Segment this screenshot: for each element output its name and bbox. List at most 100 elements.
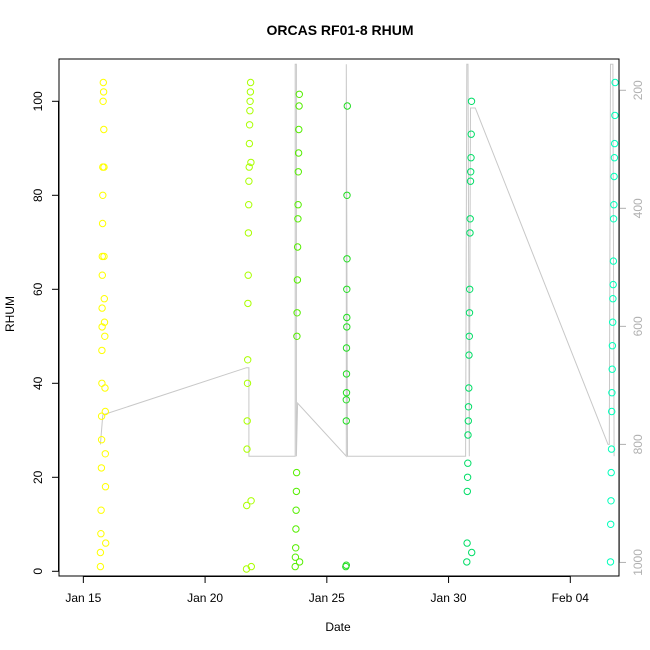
data-point: [97, 436, 106, 444]
data-point: [465, 332, 473, 340]
data-point: [243, 417, 251, 425]
y-tick-label: 20: [31, 470, 45, 484]
y2-tick-label: 200: [631, 80, 645, 100]
data-point: [608, 407, 616, 416]
x-tick-label: Jan 20: [187, 591, 223, 605]
data-point: [608, 342, 617, 350]
data-point: [343, 102, 351, 110]
data-point: [293, 243, 302, 251]
data-point: [292, 487, 301, 496]
data-point: [292, 506, 300, 514]
data-point: [608, 365, 616, 373]
data-point: [99, 88, 108, 96]
data-point: [291, 553, 300, 561]
data-point: [100, 125, 108, 134]
data-point: [343, 323, 351, 331]
data-point: [97, 506, 105, 514]
pressure-trace-line: [99, 63, 615, 458]
data-point: [465, 384, 473, 392]
data-point: [463, 558, 471, 566]
x-tick-label: Jan 15: [65, 591, 101, 605]
data-point: [467, 130, 475, 138]
data-point: [466, 215, 474, 223]
data-point: [100, 295, 109, 303]
data-point: [611, 78, 619, 87]
data-point: [609, 295, 617, 303]
data-point: [342, 396, 350, 404]
data-point: [610, 154, 619, 162]
data-point: [291, 562, 299, 571]
data-point: [294, 149, 303, 157]
data-point: [101, 384, 109, 392]
data-point: [243, 379, 252, 387]
data-point: [98, 271, 107, 279]
data-point: [101, 407, 110, 416]
data-point: [466, 229, 474, 237]
data-point: [247, 497, 255, 505]
data-point: [607, 520, 615, 528]
data-point: [294, 215, 302, 223]
y2-tick-label: 600: [631, 316, 645, 336]
data-point: [98, 346, 106, 355]
data-point: [99, 191, 107, 200]
data-point: [98, 379, 106, 387]
data-point: [292, 544, 300, 552]
data-point: [295, 558, 304, 566]
data-point: [342, 344, 351, 352]
data-point: [246, 88, 255, 96]
pressure-trace: [99, 63, 615, 458]
data-point: [99, 78, 108, 87]
data-point: [607, 468, 615, 477]
data-point: [245, 121, 254, 129]
data-point: [246, 97, 254, 106]
data-point: [97, 412, 106, 420]
data-point: [607, 497, 615, 505]
data-point: [464, 403, 473, 411]
data-point: [343, 255, 351, 263]
data-point: [342, 417, 350, 425]
x-tick-label: Feb 04: [552, 591, 590, 605]
data-point: [101, 332, 109, 340]
data-point: [293, 309, 301, 317]
data-point: [245, 201, 253, 209]
data-point: [100, 252, 108, 261]
data-point: [99, 97, 107, 106]
data-point: [100, 318, 109, 326]
data-point: [96, 548, 105, 557]
data-point: [101, 450, 110, 458]
data-point: [343, 191, 351, 200]
data-point: [608, 389, 616, 397]
data-point: [245, 177, 253, 185]
data-point: [343, 285, 351, 293]
y2-tick-label: 800: [631, 434, 645, 454]
y-tick-label: 60: [31, 282, 45, 296]
data-point: [293, 276, 302, 284]
data-point: [244, 299, 252, 308]
data-point: [295, 102, 303, 110]
data-point: [610, 172, 618, 181]
x-axis-label: Date: [325, 620, 351, 634]
data-point: [244, 229, 253, 237]
data-point: [294, 201, 302, 209]
data-point: [293, 332, 301, 340]
data-point: [98, 219, 107, 228]
data-point: [98, 304, 106, 312]
data-point: [609, 280, 617, 289]
data-point: [465, 351, 473, 359]
data-point: [464, 417, 472, 425]
data-point: [295, 125, 303, 134]
data-point: [610, 139, 619, 148]
data-point: [609, 318, 617, 326]
data-point: [243, 501, 251, 510]
x-tick-label: Jan 30: [431, 591, 467, 605]
chart-title: ORCAS RF01-8 RHUM: [266, 22, 413, 38]
data-point: [97, 530, 105, 538]
data-point: [467, 97, 476, 106]
plot-frame: [58, 58, 620, 577]
y-axis-label: RHUM: [3, 296, 17, 332]
data-point: [610, 201, 618, 209]
data-point: [463, 539, 471, 547]
y2-tick-label: 400: [631, 198, 645, 218]
data-point: [245, 139, 254, 148]
y-tick-label: 80: [31, 188, 45, 202]
